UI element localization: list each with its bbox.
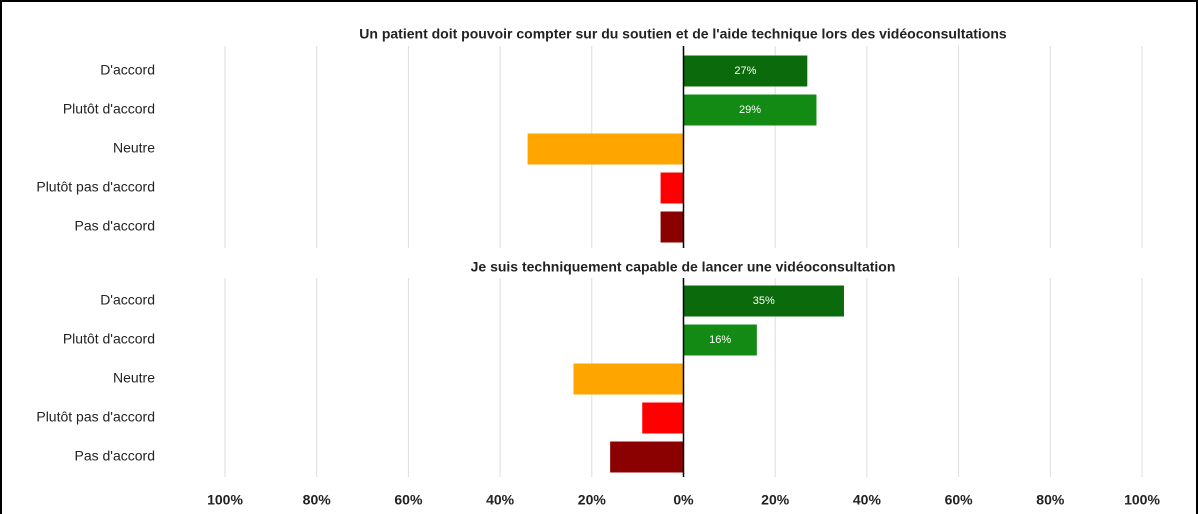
bar: [527, 133, 684, 165]
bar: [573, 363, 684, 395]
bar: [683, 94, 817, 126]
bar: [610, 441, 684, 473]
bar: [660, 211, 684, 243]
x-tick-label: 40%: [853, 492, 882, 508]
category-label: Plutôt pas d'accord: [36, 409, 155, 425]
x-tick-label: 60%: [394, 492, 423, 508]
value-label: 29%: [739, 104, 761, 116]
bar: [683, 55, 808, 87]
bar: [660, 172, 684, 204]
chart-title: Un patient doit pouvoir compter sur du s…: [359, 26, 1007, 42]
category-label: Neutre: [113, 140, 155, 156]
category-label: D'accord: [100, 62, 155, 78]
x-tick-label: 100%: [207, 492, 243, 508]
category-label: D'accord: [100, 292, 155, 308]
x-tick-label: 20%: [761, 492, 790, 508]
x-tick-label: 0%: [673, 492, 694, 508]
value-label: 16%: [709, 334, 731, 346]
x-tick-label: 100%: [1124, 492, 1160, 508]
category-label: Plutôt d'accord: [63, 331, 155, 347]
bar: [683, 324, 757, 356]
x-tick-label: 80%: [303, 492, 332, 508]
category-label: Plutôt pas d'accord: [36, 179, 155, 195]
category-label: Pas d'accord: [75, 218, 156, 234]
category-label: Plutôt d'accord: [63, 101, 155, 117]
x-tick-label: 60%: [945, 492, 974, 508]
bar: [683, 285, 844, 317]
value-label: 35%: [753, 295, 775, 307]
x-tick-label: 80%: [1036, 492, 1065, 508]
x-tick-label: 20%: [578, 492, 607, 508]
chart-title: Je suis techniquement capable de lancer …: [471, 259, 896, 275]
x-tick-label: 40%: [486, 492, 515, 508]
category-label: Neutre: [113, 370, 155, 386]
value-label: 27%: [734, 65, 756, 77]
category-label: Pas d'accord: [75, 448, 156, 464]
bar: [642, 402, 684, 434]
